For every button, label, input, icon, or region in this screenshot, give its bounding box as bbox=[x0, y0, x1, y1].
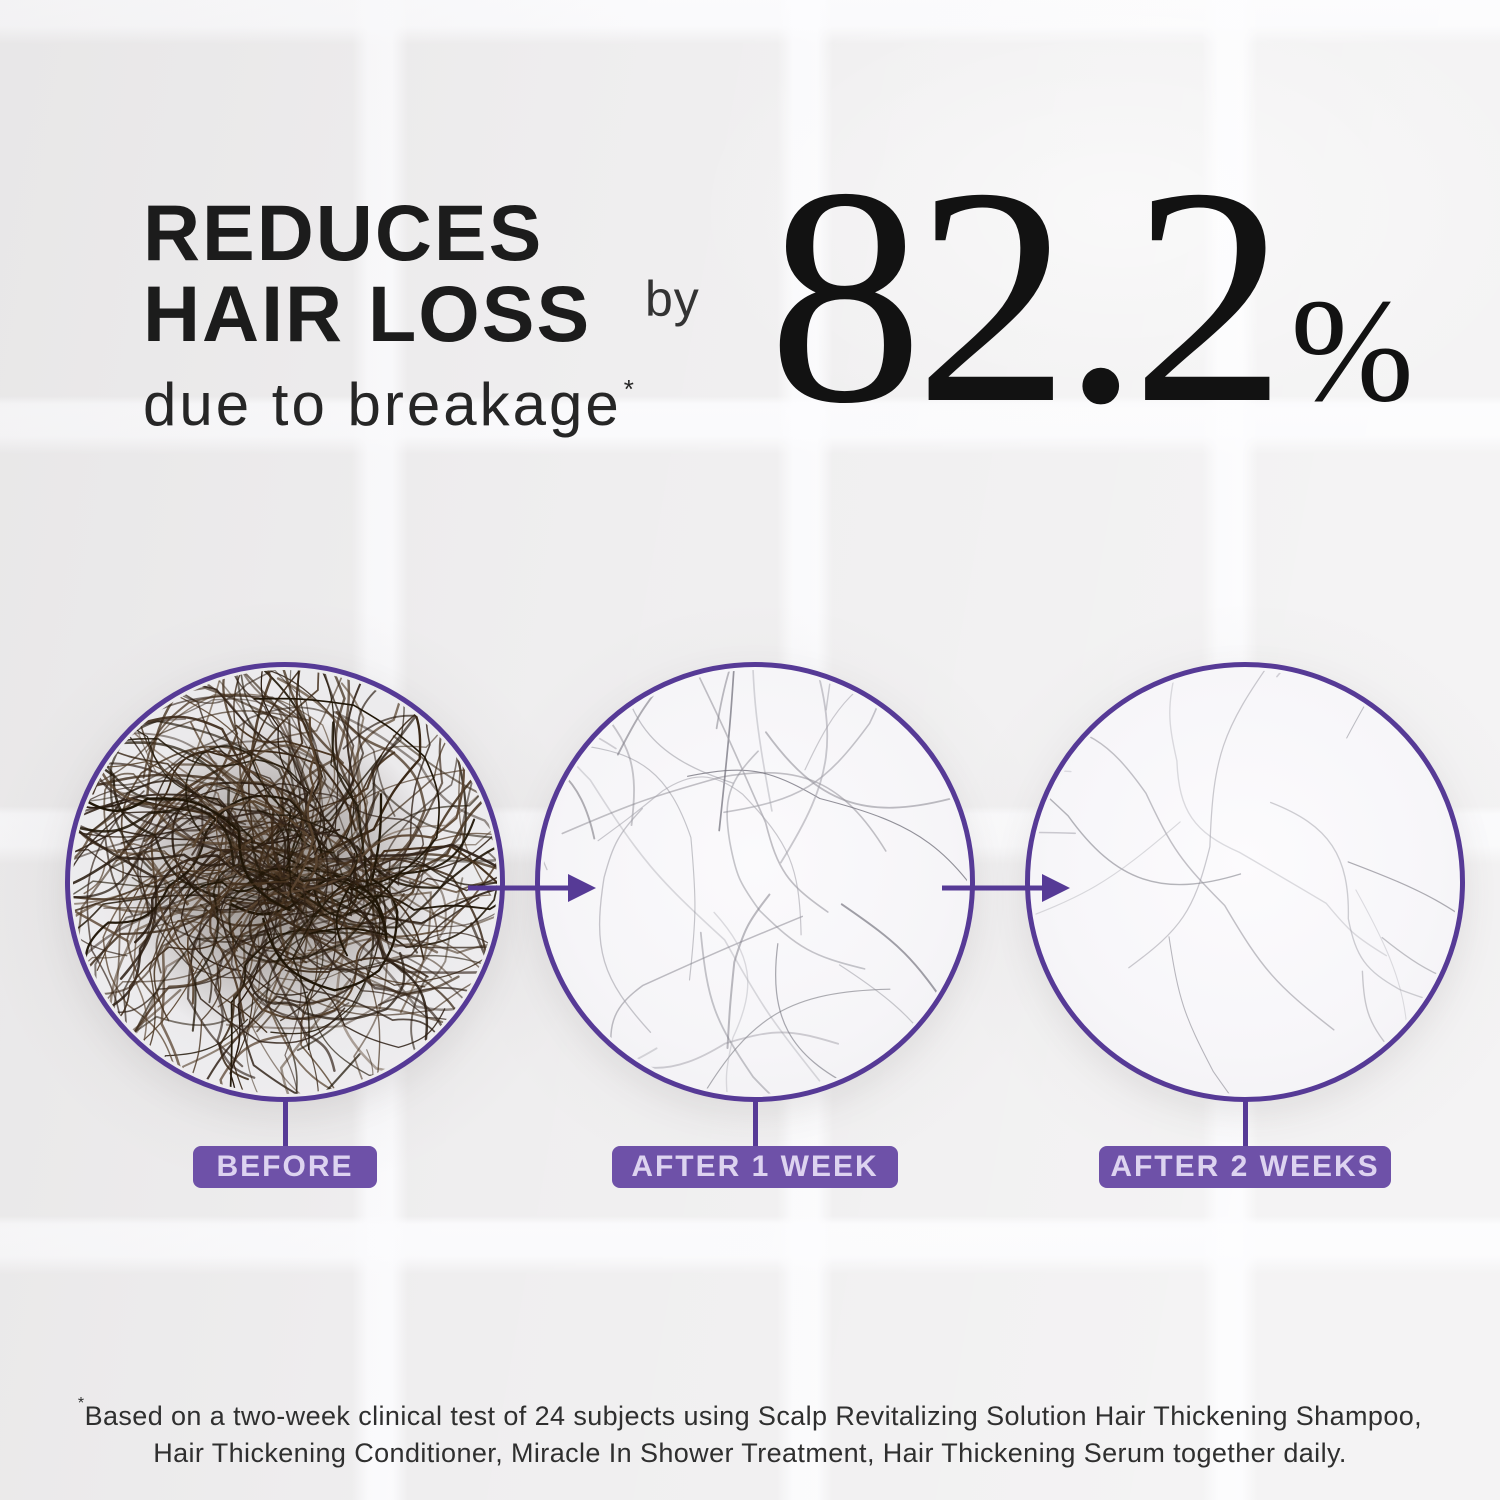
hair-photo-after-2-weeks bbox=[1025, 662, 1465, 1102]
disclaimer-line-1: *Based on a two-week clinical test of 24… bbox=[77, 1395, 1423, 1431]
connector-stem bbox=[1243, 1098, 1248, 1147]
footnote-asterisk: * bbox=[623, 374, 637, 404]
stage-label-after-1-week: AFTER 1 WEEK bbox=[612, 1146, 898, 1188]
stat-value: 82.2% bbox=[768, 142, 1414, 506]
stat-percent-sign: % bbox=[1290, 269, 1414, 433]
headline-line-2: HAIR LOSS bbox=[143, 269, 592, 358]
disclaimer-line-2: Hair Thickening Conditioner, Miracle In … bbox=[153, 1438, 1347, 1468]
headline-line-1: REDUCES bbox=[143, 188, 544, 277]
headline-subline-text: due to breakage bbox=[143, 371, 622, 438]
hair-clump-photo bbox=[73, 670, 497, 1094]
arrow-right-icon bbox=[468, 874, 596, 902]
arrow-right-icon bbox=[942, 874, 1070, 902]
hair-photo-before bbox=[65, 662, 505, 1102]
headline: REDUCES HAIR LOSS due to breakage* bbox=[143, 192, 635, 439]
connector-stem bbox=[753, 1098, 758, 1147]
disclaimer: *Based on a two-week clinical test of 24… bbox=[0, 1392, 1500, 1472]
stage-label-before: BEFORE bbox=[193, 1146, 377, 1188]
hair-strands-photo bbox=[1033, 670, 1457, 1094]
hair-photo-after-1-week bbox=[535, 662, 975, 1102]
headline-subline: due to breakage* bbox=[143, 370, 635, 439]
hair-strands-photo bbox=[543, 670, 967, 1094]
connector-stem bbox=[283, 1098, 288, 1147]
stat-by-label: by bbox=[645, 271, 700, 327]
stage-label-after-2-weeks: AFTER 2 WEEKS bbox=[1099, 1146, 1391, 1188]
stat-number: 82.2 bbox=[768, 125, 1286, 468]
disclaimer-asterisk: * bbox=[77, 1395, 85, 1412]
